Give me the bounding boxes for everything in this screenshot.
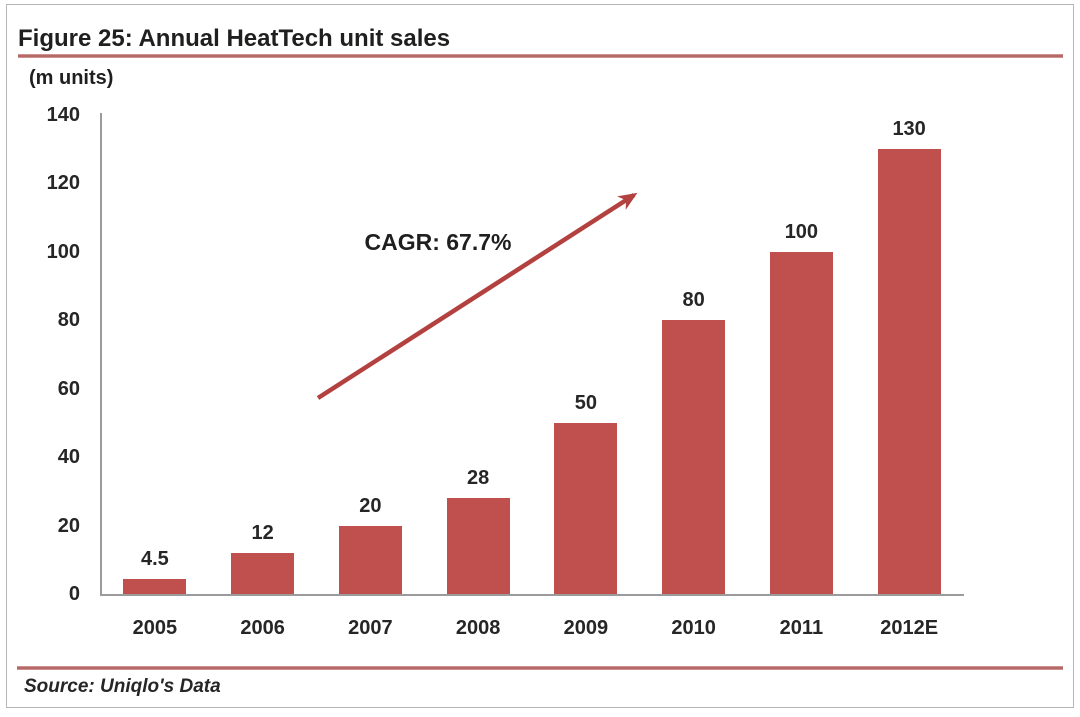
y-axis-tick-label: 100 (46, 240, 80, 263)
x-axis-tick-label: 2009 (563, 617, 609, 639)
source-caption: Source: Uniqlo's Data (24, 676, 221, 697)
y-axis-tick-label: 60 (57, 377, 80, 400)
x-axis-tick-label: 2007 (348, 617, 393, 639)
bar-value-label: 20 (359, 494, 382, 517)
figure-border (6, 4, 1074, 708)
y-axis-units-label: (m units) (29, 67, 114, 89)
x-axis-tick-label: 2006 (240, 617, 285, 639)
y-axis-tick-label: 140 (46, 104, 80, 126)
x-axis-line (100, 594, 964, 596)
y-axis-tick-label: 80 (57, 309, 80, 332)
x-axis-tick-label: 2010 (671, 617, 716, 639)
bar-value-label: 130 (892, 118, 926, 141)
x-axis-tick-label: 2012E (880, 617, 939, 639)
bar-2006 (231, 552, 295, 594)
bar-2012E (877, 149, 941, 594)
bar-2005 (123, 578, 187, 594)
x-axis-tick-label: 2011 (779, 617, 824, 639)
y-axis-tick-label: 120 (46, 172, 80, 195)
bar-2011 (769, 251, 833, 594)
source-separator-rule (17, 666, 1063, 670)
y-axis-tick-label: 0 (68, 583, 80, 605)
bar-2008 (446, 498, 510, 594)
title-underline (18, 54, 1063, 58)
bar-value-label: 80 (682, 289, 705, 312)
bar-2010 (662, 320, 726, 594)
bar-value-label: 100 (784, 220, 819, 243)
bar-value-label: 50 (574, 391, 597, 414)
bar-value-label: 28 (467, 467, 490, 490)
x-axis-tick-label: 2005 (132, 617, 178, 639)
cagr-annotation: CAGR: 67.7% (364, 229, 512, 255)
x-axis-tick-label: 2008 (455, 617, 501, 639)
figure-title: Figure 25: Annual HeatTech unit sales (18, 25, 451, 52)
bar-value-label: 4.5 (140, 547, 169, 570)
bar-value-label: 12 (251, 521, 274, 544)
y-axis-tick-label: 20 (57, 514, 80, 537)
bar-2007 (338, 525, 402, 594)
bar-2009 (554, 422, 618, 594)
y-axis-line (100, 113, 102, 596)
y-axis-tick-label: 40 (57, 446, 80, 469)
